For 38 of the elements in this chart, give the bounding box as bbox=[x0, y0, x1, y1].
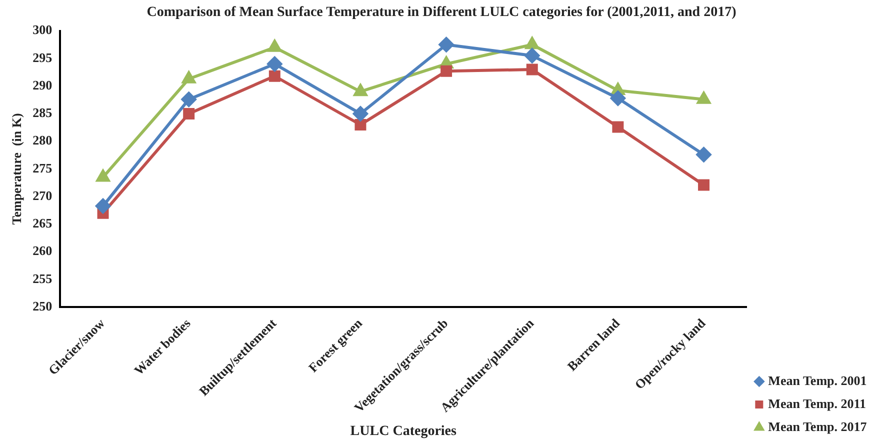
y-tick-label: 250 bbox=[32, 298, 52, 314]
legend-label: Mean Temp. 2017 bbox=[768, 418, 868, 434]
point bbox=[354, 84, 368, 96]
y-axis-title: Temperature (in K) bbox=[9, 113, 24, 225]
point bbox=[525, 37, 539, 50]
y-tick-label: 265 bbox=[32, 216, 53, 231]
y-tick-label: 280 bbox=[32, 132, 52, 148]
point bbox=[440, 65, 452, 77]
y-tick-label: 300 bbox=[32, 22, 52, 38]
y-tick-label: 290 bbox=[32, 77, 52, 92]
y-tick-label: 275 bbox=[32, 160, 53, 176]
y-tick-label: 285 bbox=[32, 105, 53, 120]
x-axis-title: LULC Categories bbox=[350, 424, 458, 440]
chart-title: Comparison of Mean Surface Temperature in Different LULC categories for (2001,2011, and 2017) bbox=[146, 5, 737, 20]
legend-label: Mean Temp. 2011 bbox=[768, 396, 866, 411]
point bbox=[696, 147, 712, 162]
point bbox=[697, 92, 710, 104]
point bbox=[96, 198, 111, 214]
y-tick-label: 255 bbox=[32, 270, 53, 286]
y-tick-label: 295 bbox=[32, 50, 53, 65]
point bbox=[612, 121, 624, 133]
y-tick-label: 270 bbox=[32, 188, 52, 203]
point bbox=[96, 170, 110, 182]
point bbox=[698, 179, 710, 191]
legend-label: Mean Temp. 2001 bbox=[768, 372, 867, 388]
point bbox=[610, 90, 626, 106]
point bbox=[354, 119, 366, 130]
point bbox=[268, 40, 282, 52]
point bbox=[183, 108, 195, 120]
point bbox=[268, 70, 280, 82]
point bbox=[438, 37, 454, 52]
point bbox=[524, 48, 540, 64]
point bbox=[352, 106, 368, 122]
y-tick-label: 260 bbox=[32, 243, 52, 258]
point bbox=[181, 92, 196, 107]
point bbox=[526, 64, 538, 76]
point bbox=[267, 56, 282, 72]
point bbox=[182, 71, 196, 84]
